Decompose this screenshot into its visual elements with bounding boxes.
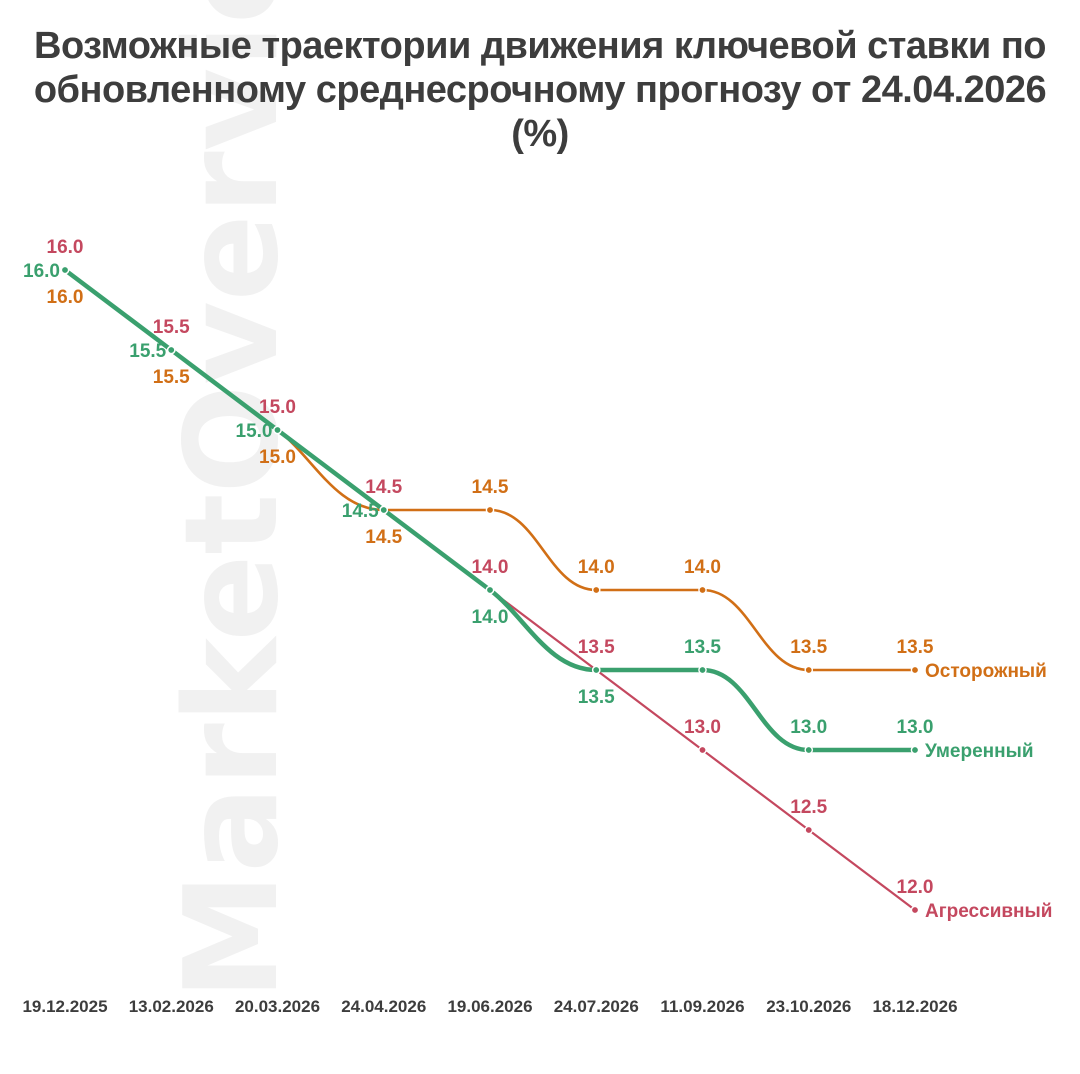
x-tick-label-6: 11.09.2026 <box>660 997 744 1016</box>
point-moderate-6 <box>698 665 707 675</box>
label-moderate-5: 13.5 <box>578 687 615 708</box>
label-moderate-0: 16.0 <box>23 261 60 282</box>
label-cautious-5: 14.0 <box>578 557 615 578</box>
series-names: Агрессивный Умеренный Осторожный <box>925 661 1052 922</box>
label-aggressive-6: 13.0 <box>684 717 721 738</box>
x-tick-label-2: 20.03.2026 <box>235 997 320 1016</box>
point-cautious-6 <box>698 585 707 595</box>
x-tick-label-4: 19.06.2026 <box>447 997 532 1016</box>
series-name-cautious: Осторожный <box>925 661 1047 682</box>
label-moderate-7: 13.0 <box>790 717 827 738</box>
label-moderate-2: 15.0 <box>236 421 273 442</box>
label-aggressive-5: 13.5 <box>578 637 615 658</box>
series-points <box>60 265 920 915</box>
point-cautious-8 <box>910 665 920 675</box>
label-aggressive-3: 14.5 <box>365 477 402 498</box>
label-aggressive-2: 15.0 <box>259 397 296 418</box>
series-name-moderate: Умеренный <box>925 741 1034 762</box>
label-cautious-3: 14.5 <box>365 527 402 548</box>
x-tick-label-5: 24.07.2026 <box>554 997 639 1016</box>
label-cautious-7: 13.5 <box>790 637 827 658</box>
label-cautious-6: 14.0 <box>684 557 721 578</box>
label-aggressive-8: 12.0 <box>897 877 934 898</box>
series-name-aggressive: Агрессивный <box>925 901 1052 922</box>
label-cautious-1: 15.5 <box>153 367 190 388</box>
label-aggressive-7: 12.5 <box>790 797 827 818</box>
point-cautious-5 <box>591 585 601 595</box>
point-moderate-1 <box>166 345 176 355</box>
label-moderate-8: 13.0 <box>897 717 934 738</box>
point-aggressive-7 <box>804 825 814 835</box>
label-cautious-2: 15.0 <box>259 447 296 468</box>
label-moderate-4: 14.0 <box>472 607 509 628</box>
point-aggressive-8 <box>910 905 920 915</box>
point-moderate-4 <box>485 585 495 595</box>
point-moderate-7 <box>804 745 814 755</box>
point-moderate-3 <box>379 505 389 515</box>
label-cautious-0: 16.0 <box>47 287 84 308</box>
point-cautious-4 <box>485 505 495 515</box>
label-moderate-6: 13.5 <box>684 637 721 658</box>
label-aggressive-0: 16.0 <box>47 237 84 258</box>
x-axis-ticks: 19.12.2025 13.02.2026 20.03.2026 24.04.2026… <box>22 997 957 1016</box>
value-labels: 16.0 16.0 16.0 15.5 15.5 15.5 15.0 15.0 15.0 14.5… <box>23 237 934 898</box>
point-moderate-5 <box>591 665 601 675</box>
label-moderate-3: 14.5 <box>342 501 379 522</box>
label-aggressive-1: 15.5 <box>153 317 190 338</box>
point-aggressive-6 <box>698 745 707 755</box>
x-tick-label-8: 18.12.2026 <box>872 997 957 1016</box>
x-tick-label-1: 13.02.2026 <box>129 997 214 1016</box>
x-tick-label-0: 19.12.2025 <box>22 997 107 1016</box>
x-tick-label-7: 23.10.2026 <box>766 997 851 1016</box>
label-cautious-8: 13.5 <box>897 637 934 658</box>
point-moderate-0 <box>60 265 70 275</box>
x-tick-label-3: 24.04.2026 <box>341 997 426 1016</box>
point-cautious-7 <box>804 665 814 675</box>
label-aggressive-4: 14.0 <box>472 557 509 578</box>
label-cautious-4: 14.5 <box>472 477 509 498</box>
point-moderate-8 <box>910 745 920 755</box>
point-moderate-2 <box>273 425 282 435</box>
label-moderate-1: 15.5 <box>129 341 166 362</box>
chart-title: Возможные траектории движения ключевой с… <box>33 25 1047 155</box>
